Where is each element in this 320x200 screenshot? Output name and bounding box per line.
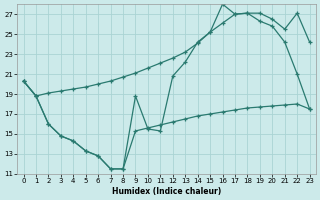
X-axis label: Humidex (Indice chaleur): Humidex (Indice chaleur) [112,187,221,196]
